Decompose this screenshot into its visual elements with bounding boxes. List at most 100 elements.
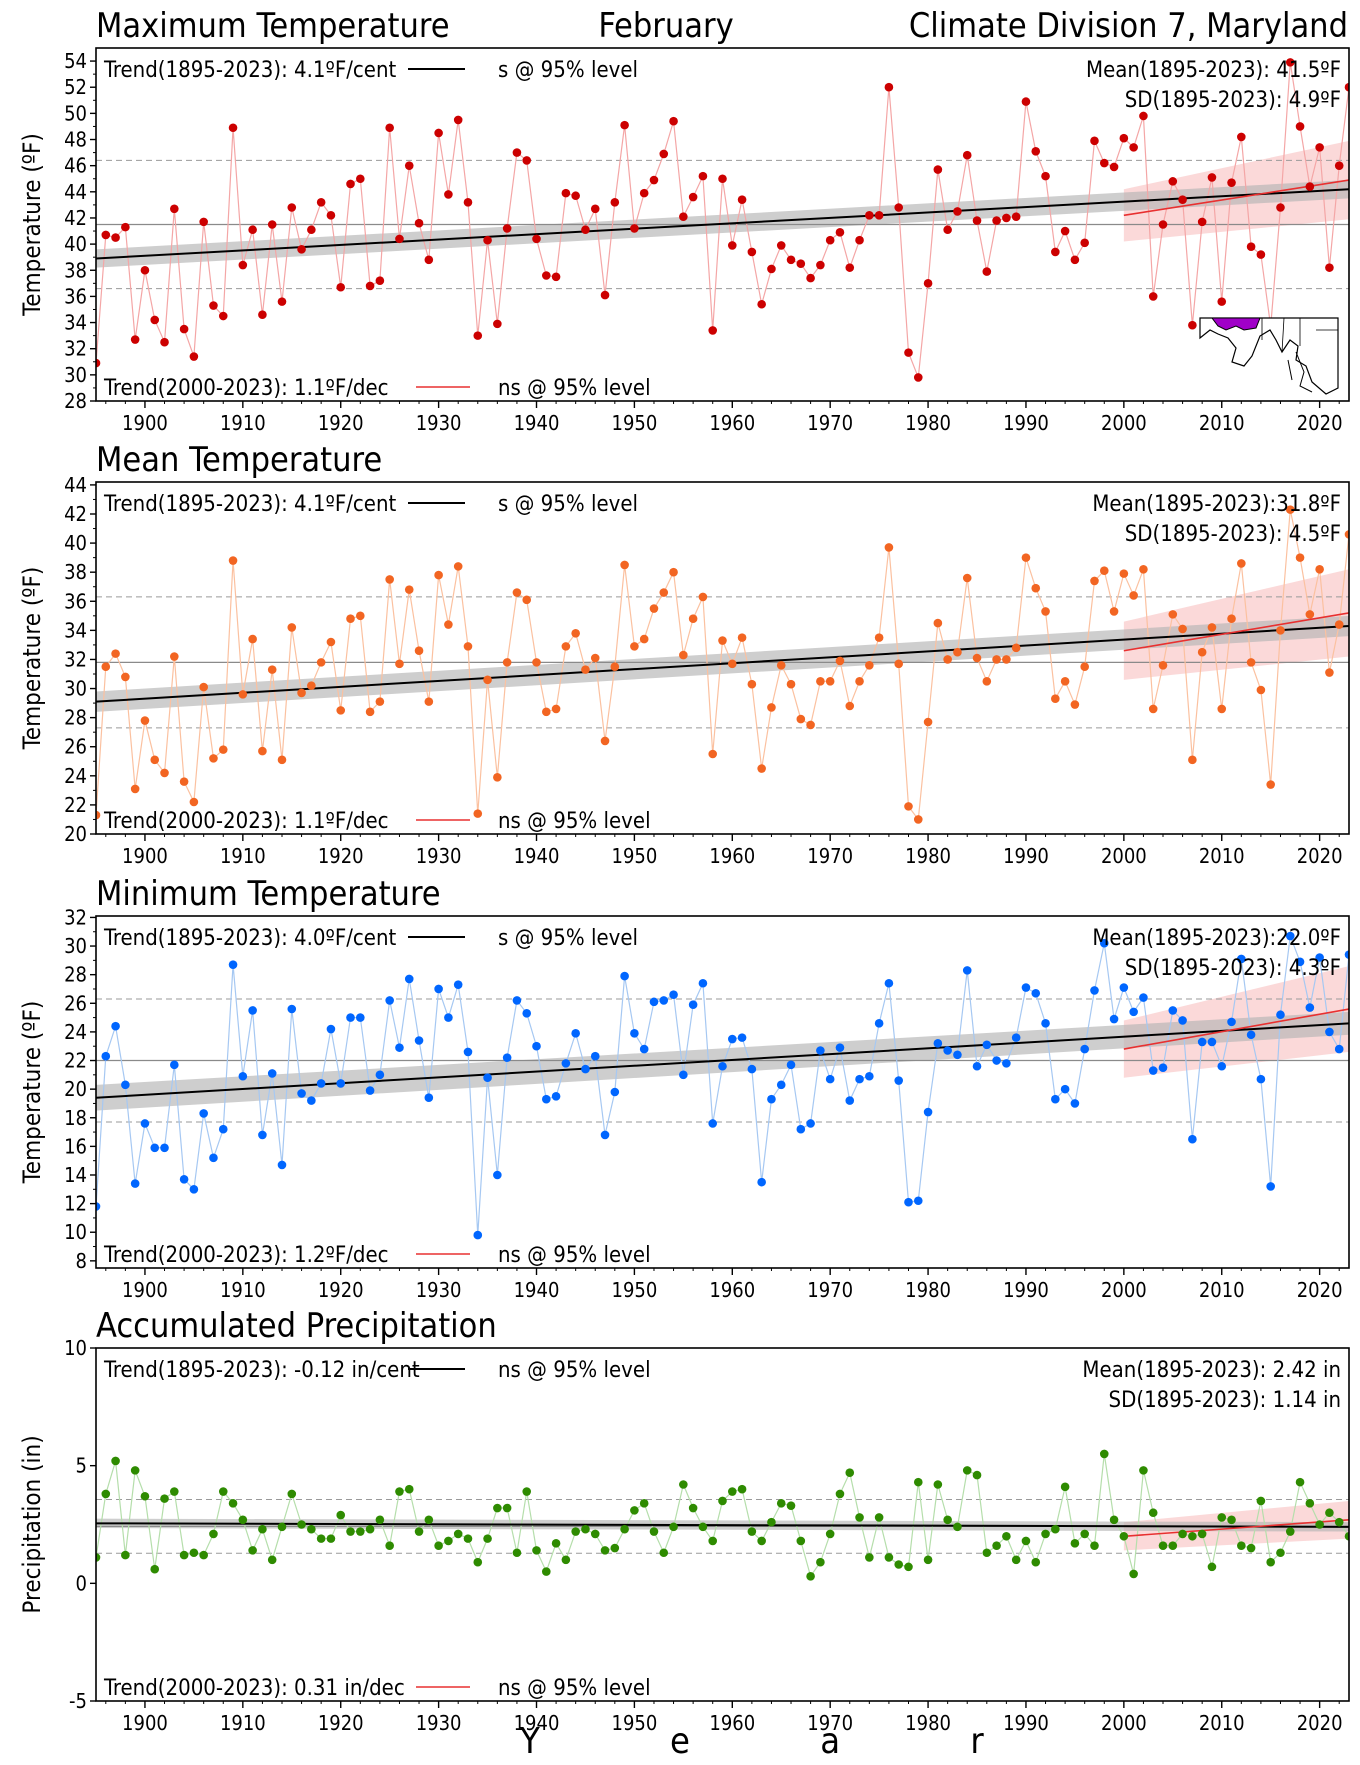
data-point — [189, 1185, 199, 1194]
data-point — [248, 1006, 257, 1015]
y-tick-label: 46 — [64, 154, 87, 178]
data-point — [757, 1536, 766, 1546]
data-point — [884, 82, 894, 92]
data-point — [404, 585, 414, 594]
x-tick-label: 1940 — [514, 1278, 560, 1302]
data-point — [571, 1029, 580, 1038]
data-point — [346, 179, 355, 189]
data-point — [669, 990, 678, 999]
x-tick-label: 1990 — [1003, 844, 1049, 868]
y-tick-label: 32 — [64, 647, 87, 671]
trend-long-significance: ns @ 95% level — [498, 1358, 651, 1383]
data-point — [1217, 1513, 1227, 1522]
data-point — [258, 746, 267, 756]
mean-annotation: Mean(1895-2023):31.8ºF — [1092, 492, 1341, 517]
data-point — [179, 324, 189, 334]
figure-title-left: Maximum Temperature — [96, 6, 450, 46]
data-point — [307, 225, 316, 235]
data-point — [1139, 1466, 1148, 1475]
data-point — [483, 1534, 492, 1543]
x-tick-label: 2020 — [1297, 1711, 1343, 1735]
data-point — [1060, 226, 1070, 236]
data-point — [953, 207, 962, 216]
data-point — [307, 681, 316, 690]
data-point — [1031, 583, 1041, 593]
data-point — [600, 290, 610, 300]
data-point — [473, 809, 483, 818]
data-point — [923, 279, 933, 288]
data-point — [1139, 111, 1148, 121]
data-point — [189, 797, 199, 807]
data-point — [688, 1503, 698, 1513]
data-point — [1325, 263, 1334, 272]
data-point — [121, 1080, 130, 1090]
trend-short-significance: ns @ 95% level — [498, 809, 651, 834]
x-tick-label: 1980 — [905, 411, 951, 435]
data-point — [1080, 662, 1089, 672]
data-point — [757, 299, 766, 309]
data-point — [1285, 505, 1295, 514]
data-point — [659, 996, 669, 1005]
data-point — [835, 228, 845, 237]
x-tick-label: 1980 — [905, 844, 951, 868]
trend-short-label: Trend(2000-2023): 1.2ºF/dec — [103, 1243, 389, 1268]
data-point — [855, 235, 864, 245]
data-point — [865, 660, 874, 670]
data-point — [1080, 238, 1089, 248]
data-point — [297, 688, 306, 698]
data-point — [747, 679, 757, 689]
data-point — [1197, 1529, 1207, 1539]
y-tick-label: 36 — [64, 589, 87, 613]
y-tick-label: 24 — [64, 764, 87, 788]
data-point — [1305, 610, 1315, 619]
data-point — [825, 1074, 835, 1084]
data-point — [248, 1546, 257, 1555]
data-point — [913, 373, 923, 382]
data-point — [708, 1119, 718, 1128]
data-point — [1334, 161, 1344, 170]
y-tick-label: 28 — [64, 389, 87, 413]
x-tick-label: 1930 — [416, 844, 462, 868]
data-point — [767, 703, 776, 712]
data-point — [356, 1013, 365, 1022]
data-point — [982, 1548, 992, 1558]
data-point — [424, 255, 434, 265]
data-point — [845, 1468, 855, 1478]
data-point — [512, 588, 522, 597]
data-point — [297, 1089, 306, 1098]
data-point — [209, 301, 218, 310]
y-tick-label: 36 — [64, 284, 87, 308]
chart-panel-2: Mean Temperature 20 22 24 26 28 30 32 34 36 38 40 42… — [18, 440, 1350, 868]
data-point — [1168, 610, 1178, 619]
data-point — [1246, 1030, 1256, 1040]
data-point — [287, 1489, 297, 1499]
data-point — [493, 1170, 502, 1180]
data-point — [1256, 685, 1266, 695]
data-point — [336, 1510, 346, 1520]
y-tick-label: 5 — [76, 1454, 87, 1478]
data-point — [1158, 1541, 1168, 1550]
data-point — [1041, 171, 1050, 181]
data-point — [1237, 1541, 1246, 1550]
data-point — [816, 260, 825, 270]
data-point — [913, 815, 923, 824]
data-point — [307, 1524, 316, 1534]
data-point — [590, 1529, 600, 1539]
y-tick-label: 28 — [64, 963, 87, 987]
data-point — [904, 348, 913, 357]
data-point — [1178, 1016, 1187, 1025]
data-point — [855, 1074, 864, 1084]
data-point — [737, 1033, 747, 1042]
plot-frame — [95, 481, 1350, 835]
data-point — [865, 1071, 874, 1081]
data-point — [404, 974, 414, 984]
data-point — [571, 628, 580, 638]
data-point — [1305, 1003, 1315, 1012]
data-point — [1315, 953, 1324, 962]
x-tick-label: 2020 — [1297, 411, 1343, 435]
x-tick-label: 1900 — [122, 1711, 168, 1735]
data-point — [375, 1070, 385, 1080]
data-point — [698, 1522, 708, 1532]
trend-long-label: Trend(1895-2023): 4.1ºF/cent — [103, 492, 397, 517]
